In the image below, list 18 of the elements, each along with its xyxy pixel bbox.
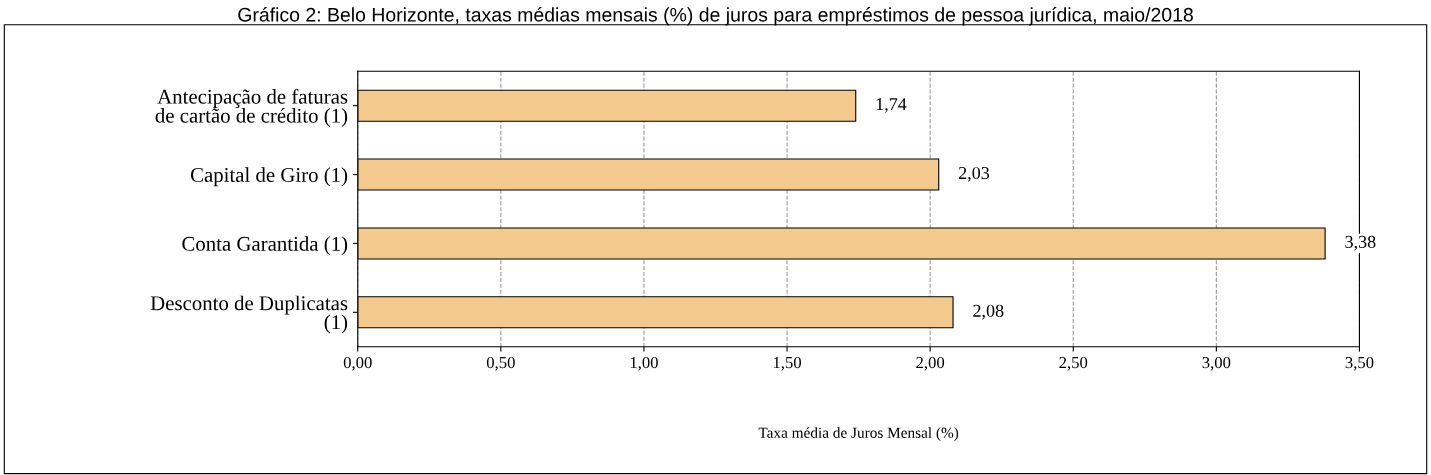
data-label: 1,74 — [876, 98, 907, 113]
data-label: 2,03 — [958, 166, 990, 182]
y-tick-label: Conta Garantida (1) — [182, 236, 348, 256]
data-label: 3,38 — [1345, 235, 1376, 251]
x-tick-label: 0,50 — [486, 356, 515, 371]
data-label: 2,08 — [973, 304, 1004, 320]
y-tick-label: Antecipação de faturas de cartão de crédito (1) — [155, 88, 348, 127]
y-tick-label: Desconto de Duplicatas (1) — [150, 295, 348, 334]
x-tick-label: 3,00 — [1202, 356, 1231, 371]
x-tick-label: 0,00 — [343, 356, 372, 371]
x-tick-label: 1,00 — [630, 356, 658, 371]
chart-title: Gráfico 2: Belo Horizonte, taxas médias mensais (%) de juros para empréstimos de pessoa jurídica, maio/2018 — [238, 7, 1193, 26]
x-tick-label: 3,50 — [1345, 356, 1374, 371]
x-tick-label: 1,50 — [773, 356, 801, 371]
y-tick-label: Capital de Giro (1) — [190, 167, 348, 187]
x-axis-title: Taxa média de Juros Mensal (%) — [758, 427, 959, 442]
x-tick-label: 2,50 — [1059, 356, 1088, 371]
x-tick-label: 2,00 — [916, 356, 945, 371]
